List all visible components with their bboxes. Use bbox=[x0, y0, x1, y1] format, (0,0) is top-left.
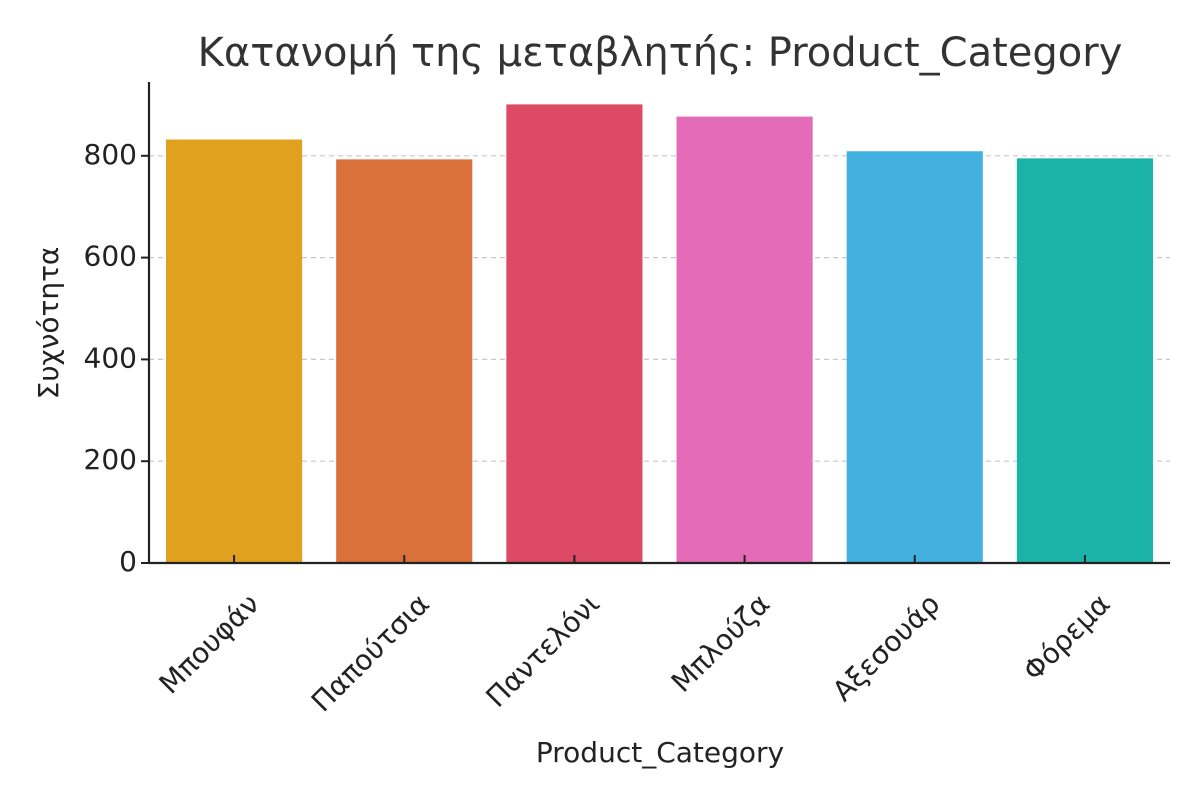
grid-lines bbox=[149, 155, 1170, 462]
y-tick-label-200: 200 bbox=[84, 443, 137, 476]
x-ticks: Μπουφάν Παπούτσια Παντελόνι Μπλούζα Αξεσουάρ… bbox=[153, 555, 1117, 718]
y-tick-label-600: 600 bbox=[84, 240, 137, 273]
x-axis-label: Product_Category bbox=[536, 736, 784, 769]
y-ticks: 0 200 400 600 800 bbox=[84, 138, 149, 578]
bar-2 bbox=[336, 159, 473, 564]
bar-1 bbox=[166, 139, 303, 563]
y-axis-label: Συχνότητα bbox=[32, 247, 65, 400]
x-tick-label-6: Φόρεμα bbox=[1017, 587, 1117, 687]
x-tick-label-3: Παντελόνι bbox=[480, 587, 607, 714]
x-tick-label-2: Παπούτσια bbox=[305, 587, 436, 718]
y-tick-label-800: 800 bbox=[84, 138, 137, 171]
x-tick-label-4: Μπλούζα bbox=[665, 587, 776, 698]
chart-title: Κατανομή της μεταβλητής: Product_Categor… bbox=[198, 30, 1123, 76]
bar-3 bbox=[506, 104, 643, 564]
bars bbox=[166, 104, 1153, 564]
y-tick-label-0: 0 bbox=[119, 545, 137, 578]
bar-6 bbox=[1016, 158, 1153, 563]
x-tick-label-5: Αξεσουάρ bbox=[826, 587, 946, 707]
bar-5 bbox=[846, 151, 983, 564]
x-tick-label-1: Μπουφάν bbox=[153, 587, 266, 700]
y-tick-label-400: 400 bbox=[84, 341, 137, 374]
bar-4 bbox=[676, 116, 813, 564]
axes bbox=[147, 82, 1170, 565]
